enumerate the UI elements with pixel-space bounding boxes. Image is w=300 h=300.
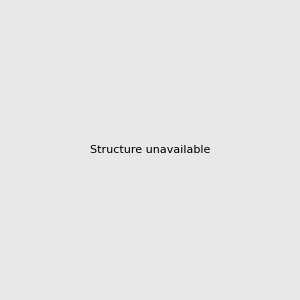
Text: Structure unavailable: Structure unavailable	[90, 145, 210, 155]
